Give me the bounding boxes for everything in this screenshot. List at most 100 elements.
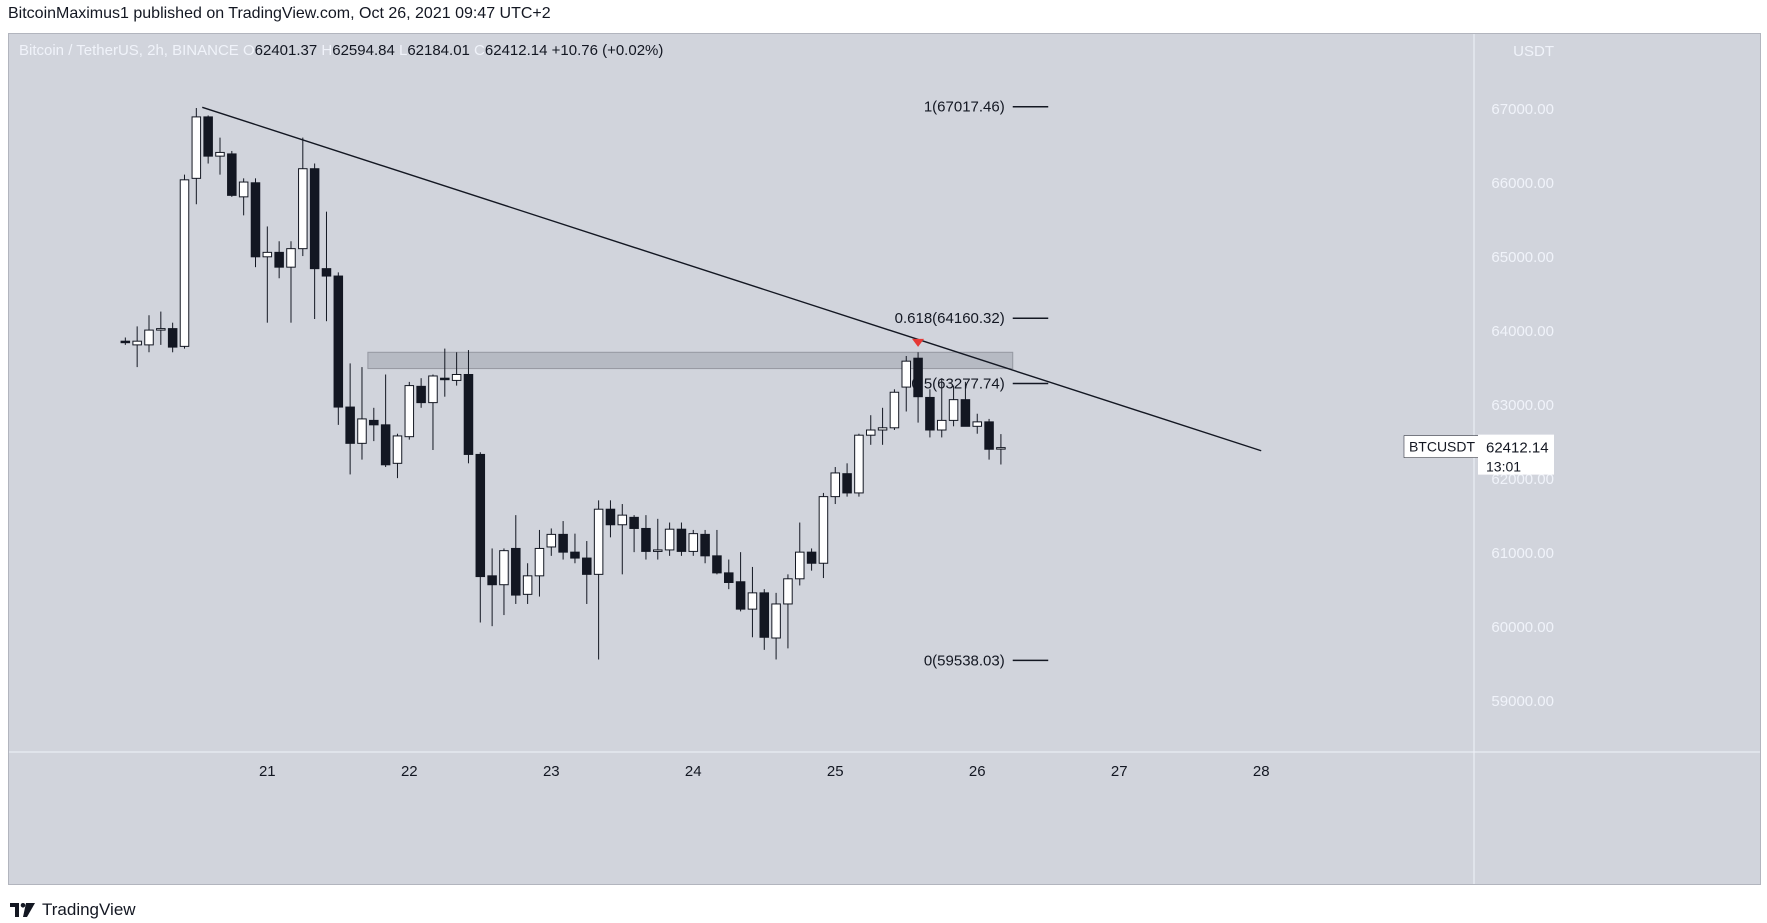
fibonacci-levels[interactable]: 1(67017.46) 0.618(64160.32) 0.5(63277.74) 0… <box>895 99 1049 670</box>
candle-up[interactable] <box>428 375 438 404</box>
candle-down[interactable] <box>712 555 722 574</box>
candle-down[interactable] <box>700 533 710 557</box>
candle-down[interactable] <box>605 508 616 526</box>
candle-up[interactable] <box>156 328 166 331</box>
descending-trendline[interactable] <box>202 106 1262 452</box>
candle-down[interactable] <box>309 168 320 270</box>
candle-down[interactable] <box>582 557 592 575</box>
candle-down[interactable] <box>333 275 344 408</box>
candle-up[interactable] <box>238 181 249 198</box>
candle-up[interactable] <box>948 399 959 421</box>
candle-down[interactable] <box>416 385 426 404</box>
candle-up[interactable] <box>179 179 190 347</box>
candle-up[interactable] <box>546 533 557 548</box>
candle-up[interactable] <box>877 427 888 431</box>
chart-frame[interactable]: 67000.00 66000.00 65000.00 64000.00 63000.00… <box>8 33 1761 885</box>
candle-down[interactable] <box>842 473 852 494</box>
candle-up[interactable] <box>357 418 367 444</box>
candle-down[interactable] <box>167 328 178 348</box>
candle-up[interactable] <box>298 168 308 250</box>
symbol-badge[interactable]: BTCUSDT <box>1403 435 1481 458</box>
fib-level-label: 0.618(64160.32) <box>895 310 1005 327</box>
candle-up[interactable] <box>936 419 947 431</box>
candlestick-chart[interactable]: 67000.00 66000.00 65000.00 64000.00 63000.00… <box>9 34 1760 884</box>
price-tick-label: 60000.00 <box>1491 619 1554 636</box>
candle-up[interactable] <box>747 592 758 610</box>
candle-up[interactable] <box>617 514 628 526</box>
candle-up[interactable] <box>593 508 604 575</box>
last-price-box[interactable]: 62412.14 13:01 <box>1478 434 1554 475</box>
candle-up[interactable] <box>972 421 983 427</box>
candle-up[interactable] <box>865 429 876 436</box>
last-price-value: 62412.14 <box>1486 440 1549 457</box>
price-tick-label: 67000.00 <box>1491 101 1554 118</box>
candle-up[interactable] <box>771 603 781 639</box>
legend-high-label: H <box>321 42 332 59</box>
candle-up[interactable] <box>191 116 202 179</box>
price-axis[interactable]: 67000.00 66000.00 65000.00 64000.00 63000.00… <box>1491 43 1554 710</box>
candle-down[interactable] <box>250 182 261 258</box>
candle-down[interactable] <box>984 421 994 450</box>
price-tick-label: 62000.00 <box>1491 471 1554 488</box>
candle-down[interactable] <box>806 551 817 564</box>
time-tick-label: 27 <box>1111 763 1128 780</box>
candle-down[interactable] <box>227 153 237 196</box>
candle-down[interactable] <box>369 419 379 426</box>
candle-down[interactable] <box>380 424 391 466</box>
candle-down[interactable] <box>629 516 639 529</box>
time-axis[interactable]: 21 22 23 24 25 26 27 28 <box>259 763 1270 780</box>
fib-level-label: 0(59538.03) <box>924 652 1005 669</box>
price-tick-label: 64000.00 <box>1491 323 1554 340</box>
candle-up[interactable] <box>534 547 545 577</box>
candle-down[interactable] <box>676 528 687 552</box>
published-by-line: BitcoinMaximus1 published on TradingView… <box>8 5 551 22</box>
candle-up[interactable] <box>262 251 273 258</box>
candle-up[interactable] <box>404 385 415 438</box>
candle-down[interactable] <box>570 551 580 559</box>
candle-up[interactable] <box>996 447 1006 450</box>
candle-down[interactable] <box>274 251 284 268</box>
candle-up[interactable] <box>889 391 900 429</box>
candle-down[interactable] <box>724 572 734 583</box>
tradingview-footer[interactable]: TradingView <box>10 900 136 919</box>
candle-down[interactable] <box>960 399 971 427</box>
candle-up[interactable] <box>144 329 154 346</box>
candle-up[interactable] <box>286 248 296 268</box>
candle-up[interactable] <box>392 435 403 464</box>
candle-down[interactable] <box>511 547 521 596</box>
candle-up[interactable] <box>522 575 533 595</box>
candle-up[interactable] <box>215 151 225 157</box>
time-tick-label: 28 <box>1253 763 1270 780</box>
candle-up[interactable] <box>132 340 142 346</box>
candle-down[interactable] <box>913 357 923 398</box>
candle-up[interactable] <box>901 360 912 388</box>
candle-down[interactable] <box>558 533 568 553</box>
candle-down[interactable] <box>321 268 332 277</box>
candle-down[interactable] <box>487 575 497 586</box>
candle-down[interactable] <box>120 340 131 344</box>
candle-down[interactable] <box>925 396 935 431</box>
candle-up[interactable] <box>830 472 841 498</box>
candle-up[interactable] <box>499 550 509 586</box>
candle-down[interactable] <box>345 406 355 444</box>
ohlc-legend[interactable]: Bitcoin / TetherUS, 2h, BINANCE O62401.3… <box>19 42 663 59</box>
candle-up[interactable] <box>795 551 805 580</box>
candle-down[interactable] <box>475 453 486 578</box>
candle-up[interactable] <box>664 528 675 551</box>
candle-up[interactable] <box>818 496 829 564</box>
candle-up[interactable] <box>653 549 663 552</box>
candle-up[interactable] <box>688 533 699 552</box>
candle-down[interactable] <box>440 377 450 381</box>
candle-up[interactable] <box>783 578 793 605</box>
price-tick-label: 63000.00 <box>1491 397 1554 414</box>
candle-up[interactable] <box>854 434 864 494</box>
legend-symbol: Bitcoin / TetherUS, 2h, BINANCE <box>19 42 243 59</box>
candle-down[interactable] <box>203 116 213 157</box>
candle-up[interactable] <box>451 373 462 381</box>
candle-down[interactable] <box>641 527 651 552</box>
fib-level-label: 0.5(63277.74) <box>911 376 1004 393</box>
candle-down[interactable] <box>759 592 770 638</box>
candle-down[interactable] <box>735 581 746 610</box>
candle-down[interactable] <box>463 373 474 455</box>
price-tick-label: 59000.00 <box>1491 693 1554 710</box>
